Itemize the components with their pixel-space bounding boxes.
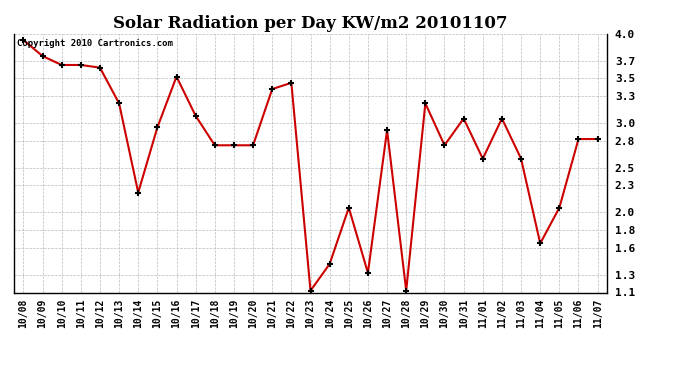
Text: Copyright 2010 Cartronics.com: Copyright 2010 Cartronics.com bbox=[17, 39, 172, 48]
Title: Solar Radiation per Day KW/m2 20101107: Solar Radiation per Day KW/m2 20101107 bbox=[113, 15, 508, 32]
